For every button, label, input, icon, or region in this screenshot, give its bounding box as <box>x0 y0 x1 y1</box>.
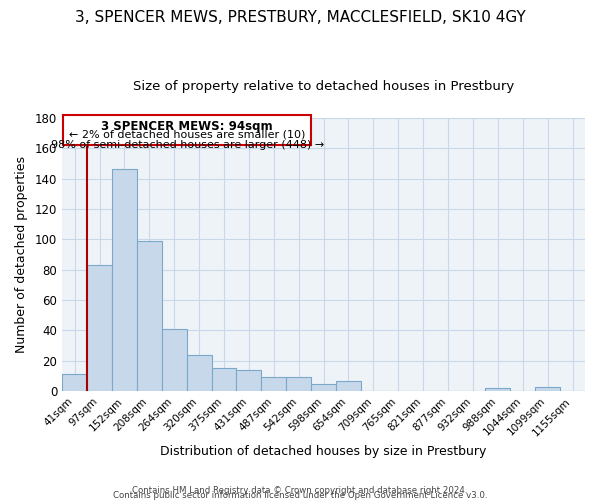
Bar <box>262 378 286 391</box>
Bar <box>311 384 336 391</box>
Bar <box>485 388 511 391</box>
FancyBboxPatch shape <box>64 114 311 145</box>
X-axis label: Distribution of detached houses by size in Prestbury: Distribution of detached houses by size … <box>160 444 487 458</box>
Text: 3 SPENCER MEWS: 94sqm: 3 SPENCER MEWS: 94sqm <box>101 120 273 133</box>
Bar <box>162 329 187 391</box>
Text: Contains public sector information licensed under the Open Government Licence v3: Contains public sector information licen… <box>113 490 487 500</box>
Bar <box>187 354 212 391</box>
Text: ← 2% of detached houses are smaller (10): ← 2% of detached houses are smaller (10) <box>69 130 305 140</box>
Text: 3, SPENCER MEWS, PRESTBURY, MACCLESFIELD, SK10 4GY: 3, SPENCER MEWS, PRESTBURY, MACCLESFIELD… <box>74 10 526 25</box>
Bar <box>87 265 112 391</box>
Title: Size of property relative to detached houses in Prestbury: Size of property relative to detached ho… <box>133 80 514 93</box>
Bar <box>336 380 361 391</box>
Bar <box>535 386 560 391</box>
Bar <box>236 370 262 391</box>
Bar <box>212 368 236 391</box>
Bar <box>112 170 137 391</box>
Y-axis label: Number of detached properties: Number of detached properties <box>15 156 28 353</box>
Bar <box>286 378 311 391</box>
Text: Contains HM Land Registry data © Crown copyright and database right 2024.: Contains HM Land Registry data © Crown c… <box>132 486 468 495</box>
Text: 98% of semi-detached houses are larger (448) →: 98% of semi-detached houses are larger (… <box>50 140 324 150</box>
Bar <box>62 374 87 391</box>
Bar <box>137 241 162 391</box>
